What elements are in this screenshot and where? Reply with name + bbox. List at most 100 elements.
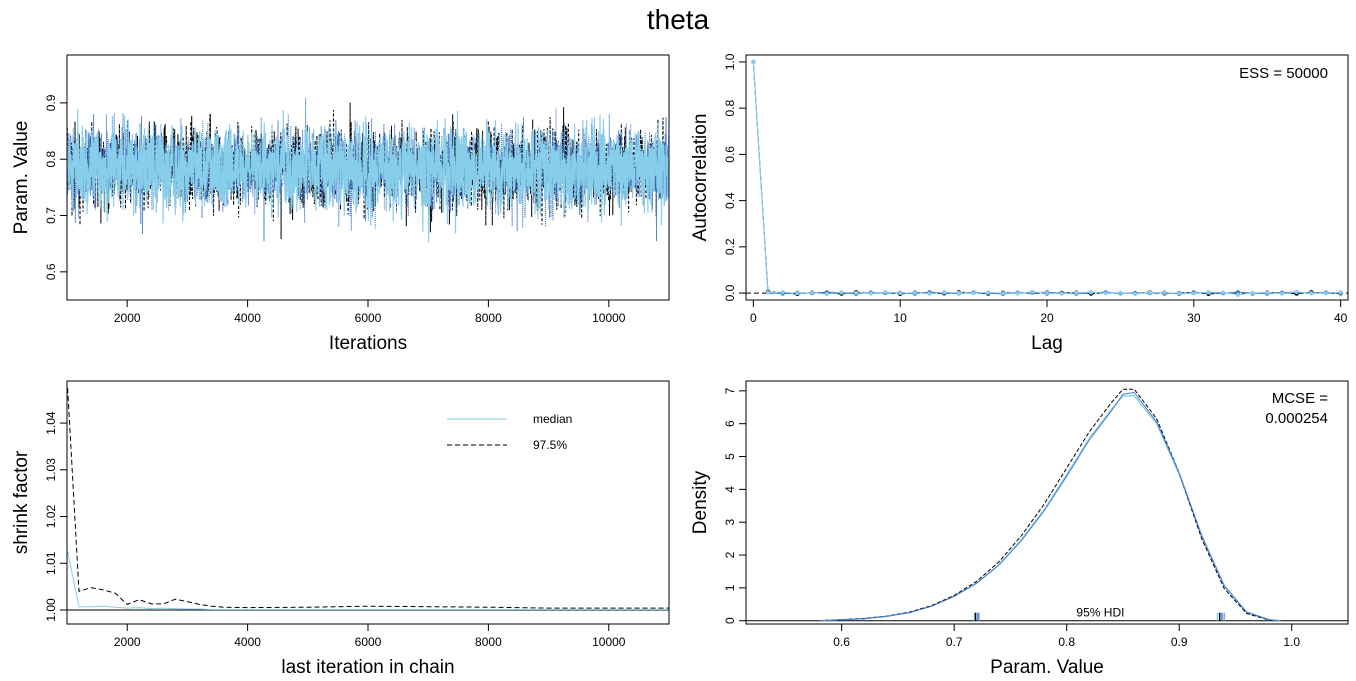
x-tick-label: 0.9 <box>1171 635 1188 649</box>
density-curve-chain-1 <box>819 395 1281 622</box>
acf-point <box>1309 291 1314 296</box>
acf-line-chain-2 <box>752 61 1341 295</box>
acf-point <box>927 291 932 296</box>
plot-frame <box>745 54 1349 301</box>
y-axis-label: Density <box>690 470 711 534</box>
x-tick-label: 10000 <box>592 635 626 649</box>
acf-point <box>1089 290 1094 295</box>
mcse-annotation-label: MCSE = <box>1272 390 1329 407</box>
figure-title: theta <box>647 4 710 35</box>
acf-point <box>1147 290 1152 295</box>
x-tick-label: 4000 <box>234 635 261 649</box>
legend: median 97.5% <box>447 412 572 452</box>
acf-point <box>1250 290 1255 295</box>
x-tick-label: 6000 <box>355 311 382 325</box>
x-tick-label: 0 <box>750 311 757 325</box>
x-tick-label: 6000 <box>355 635 382 649</box>
acf-point <box>898 291 903 296</box>
acf-point <box>956 290 961 295</box>
plot-frame <box>66 380 670 625</box>
acf-point <box>766 290 771 295</box>
x-axis-label: last iteration in chain <box>281 657 454 678</box>
plot-area <box>746 59 1348 297</box>
x-tick-label: 20 <box>1040 311 1054 325</box>
acf-point <box>1030 289 1035 294</box>
x-axis-label: Param. Value <box>990 657 1104 678</box>
mcse-annotation-value: 0.000254 <box>1265 410 1328 427</box>
y-tick-label: 0 <box>723 617 737 624</box>
acf-point <box>810 290 815 295</box>
y-tick-label: 0.7 <box>44 207 58 224</box>
trace-plot-panel: 2000 4000 6000 8000 10000 0.6 0.7 0.8 0.9 Iterati… <box>11 54 670 354</box>
y-tick-label: 0.0 <box>723 284 737 301</box>
acf-point <box>1221 290 1226 295</box>
x-tick-label: 40 <box>1334 311 1348 325</box>
y-tick-label: 5 <box>723 453 737 460</box>
acf-point <box>942 290 947 295</box>
x-axis-label: Iterations <box>329 333 407 354</box>
hdi-label: 95% HDI <box>1076 606 1124 620</box>
density-plot-panel: 0.6 0.7 0.8 0.9 1.0 0 1 2 3 4 5 6 7 Param. Value Densi… <box>690 380 1349 678</box>
acf-point <box>1206 290 1211 295</box>
acf-point <box>751 59 756 64</box>
acf-point <box>1265 290 1270 295</box>
acf-point <box>1015 291 1020 296</box>
y-tick-label: 3 <box>723 519 737 526</box>
x-tick-label: 0.8 <box>1058 635 1075 649</box>
y-tick-label: 1.0 <box>723 53 737 70</box>
acf-point <box>1191 291 1196 296</box>
acf-point <box>986 290 991 295</box>
upper-97-5-line <box>67 387 669 609</box>
acf-line-chain-1 <box>752 61 1341 295</box>
legend-median-label: median <box>533 412 572 426</box>
acf-point <box>824 291 829 296</box>
acf-point <box>1235 290 1240 295</box>
acf-point <box>1059 291 1064 296</box>
acf-point <box>1279 291 1284 296</box>
y-tick-label: 0.6 <box>723 146 737 163</box>
autocorrelation-plot-panel: 0 10 20 30 40 0.0 0.2 0.4 0.6 0.8 1.0 Lag Autocorrel… <box>690 53 1349 354</box>
y-tick-label: 2 <box>723 551 737 558</box>
y-tick-label: 1.02 <box>44 505 58 529</box>
y-tick-label: 6 <box>723 420 737 427</box>
y-tick-label: 1.00 <box>44 598 58 622</box>
acf-point <box>795 291 800 296</box>
x-tick-label: 1.0 <box>1283 635 1300 649</box>
x-tick-label: 2000 <box>114 311 141 325</box>
acf-point <box>1074 290 1079 295</box>
y-tick-label: 1.03 <box>44 458 58 482</box>
acf-point <box>1118 290 1123 295</box>
ess-annotation: ESS = 50000 <box>1239 65 1328 82</box>
x-tick-label: 10000 <box>592 311 626 325</box>
plot-area <box>67 387 669 611</box>
x-tick-label: 2000 <box>114 635 141 649</box>
y-axis-label: Autocorrelation <box>690 114 711 242</box>
x-tick-label: 8000 <box>475 635 502 649</box>
acf-point <box>1000 291 1005 296</box>
median-line <box>67 551 669 610</box>
density-curve-chain-2 <box>819 388 1281 622</box>
acf-point <box>1177 291 1182 296</box>
x-tick-label: 0.7 <box>946 635 963 649</box>
y-tick-label: 4 <box>723 486 737 493</box>
acf-point <box>1235 292 1240 297</box>
acf-point <box>868 291 873 296</box>
x-axis-label: Lag <box>1031 333 1063 354</box>
acf-point <box>1045 291 1049 296</box>
x-tick-label: 10 <box>893 311 907 325</box>
acf-point <box>1103 291 1108 296</box>
density-curve-chain-3 <box>819 391 1281 622</box>
x-tick-label: 30 <box>1187 311 1201 325</box>
acf-point <box>780 290 785 295</box>
acf-point <box>1323 291 1328 296</box>
acf-point <box>1133 291 1138 296</box>
y-tick-label: 1.04 <box>44 411 58 435</box>
y-tick-label: 0.2 <box>723 238 737 255</box>
plot-area <box>746 388 1348 622</box>
acf-point <box>971 291 976 296</box>
x-tick-label: 8000 <box>475 311 502 325</box>
legend-97-5-label: 97.5% <box>533 438 567 452</box>
acf-point <box>1162 290 1167 295</box>
x-tick-label: 0.6 <box>833 635 850 649</box>
y-tick-label: 0.8 <box>723 99 737 116</box>
